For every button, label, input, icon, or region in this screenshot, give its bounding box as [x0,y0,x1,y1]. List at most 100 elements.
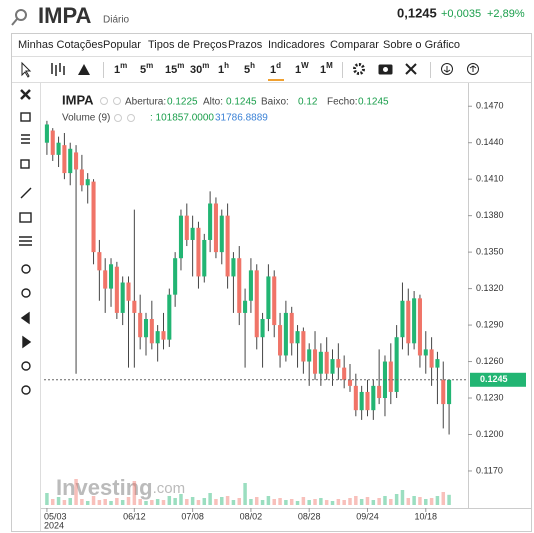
candle-body [400,300,405,338]
volume-bar [144,501,148,505]
volume-bar [330,501,335,505]
candle-body [365,391,370,411]
volume-ma: 31786.8889 [215,113,268,124]
menu-item[interactable]: Minhas Cotações [18,39,103,51]
candle-body [190,227,195,240]
volume-bar [371,500,376,505]
volume-bar [155,499,160,505]
candle-body [56,142,61,155]
camera-icon[interactable] [378,64,393,75]
tool[interactable] [21,361,31,371]
candles-icon[interactable] [51,63,65,76]
visibility-icon[interactable] [100,97,108,105]
volume-bar [109,501,113,505]
x-tick-label: 09/24 [356,511,379,521]
menu-item[interactable]: Popular [103,39,141,51]
volume-bar [120,500,125,505]
volume-bar [50,499,55,505]
search-icon[interactable] [11,9,27,26]
interval-button[interactable]: 15m [165,61,184,76]
visibility-icon[interactable] [114,114,122,122]
interval-button[interactable]: 1m [114,61,127,76]
candle-body [79,169,84,186]
tool[interactable] [21,288,31,298]
interval-number: 5 [140,64,146,76]
candle-body [213,203,218,253]
volume-bar [412,496,416,505]
tool[interactable] [21,385,31,395]
change: +0,0035 [441,8,481,20]
watermark-suffix: .com [153,480,186,497]
volume-bar [103,499,107,505]
candle-body [429,349,434,368]
cursor-icon[interactable] [21,61,32,78]
interval-number: 1 [295,64,301,76]
close-tool[interactable] [20,89,31,100]
volume-bar [284,500,288,505]
cloud-save-icon[interactable] [441,63,453,75]
candle-body [342,367,347,380]
y-tick-label: 0.1470 [476,101,504,111]
y-tick-label: 0.1260 [476,356,504,366]
interval-button[interactable]: 1W [295,61,309,76]
cloud-load-icon[interactable] [467,63,479,75]
candle-body [161,331,166,340]
interval-button[interactable]: 5h [244,61,255,76]
candle-body [377,385,382,399]
candle-body [394,337,399,392]
volume-bar [56,497,61,505]
symbol: IMPA [38,3,91,28]
settings-icon[interactable] [113,97,121,105]
volume-bar [220,497,224,505]
candle-body [412,298,417,344]
menu-item[interactable]: Tipos de Preços [148,39,228,51]
menu-item[interactable]: Prazos [228,39,263,51]
tool[interactable] [21,264,31,274]
volume-bar [167,496,172,505]
volume-bar [126,497,131,505]
tool[interactable] [20,112,31,122]
candle-body [126,282,131,301]
tool[interactable] [20,311,30,325]
volume-bar [418,497,422,505]
fullscreen-icon[interactable] [405,63,417,75]
candle-body [318,351,323,374]
interval-button[interactable]: 1M [320,61,333,76]
y-tick-label: 0.1320 [476,283,504,293]
menu-item[interactable]: Indicadores [268,39,325,51]
y-tick-label: 0.1410 [476,174,504,184]
menu-item[interactable]: Comparar [330,39,379,51]
tool[interactable] [20,159,30,169]
area-icon[interactable] [78,64,90,75]
menu-item[interactable]: Sobre o Gráfico [383,39,460,51]
volume-bar [254,497,259,505]
settings-icon[interactable] [127,114,135,122]
interval-button[interactable]: 5m [140,61,153,76]
volume-bar [214,499,218,505]
volume-bar [278,498,282,505]
trend-tool[interactable] [20,187,32,199]
candle-body [272,276,277,326]
tool[interactable] [22,335,32,349]
volume-bar [365,497,370,505]
settings-icon[interactable] [353,63,365,75]
volume-bar [132,481,137,505]
volume-bar [435,496,440,505]
volume-bar [91,496,96,505]
interval-number: 1 [114,64,120,76]
toolbar [21,61,479,78]
tool[interactable] [21,134,30,144]
volume-bar [359,499,364,505]
candle-body [108,264,114,289]
fib-tool[interactable] [19,236,32,246]
interval-button[interactable]: 1d [270,61,281,76]
rect-tool[interactable] [19,212,32,223]
legend-value: 0.12 [298,97,318,108]
volume-bar [295,501,300,505]
interval-button[interactable]: 1h [218,61,229,76]
volume-bar [394,494,399,505]
volume-bar [272,499,276,505]
last-price-box [470,372,526,387]
interval-button[interactable]: 30m [190,61,209,76]
